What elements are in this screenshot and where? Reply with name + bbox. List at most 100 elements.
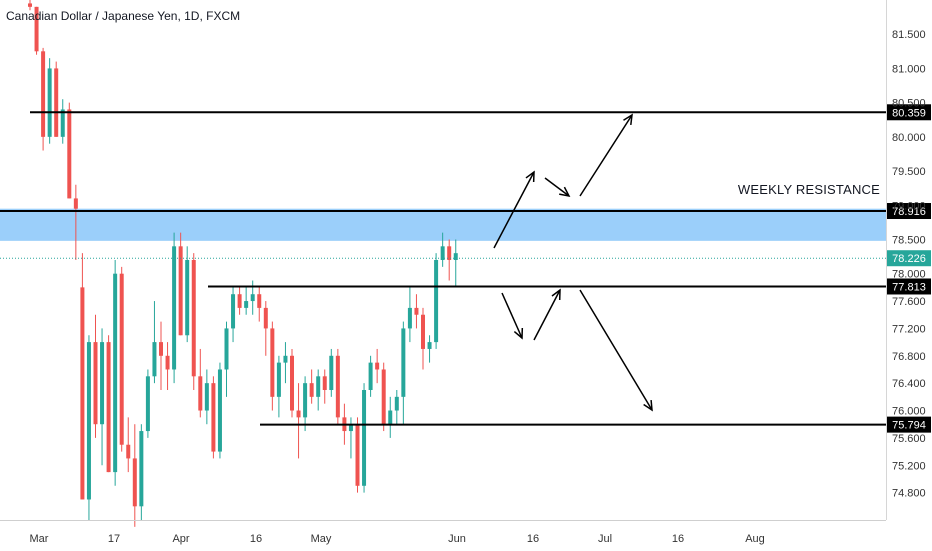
candle-body <box>316 376 321 397</box>
candle-body <box>362 390 367 486</box>
price-scale[interactable] <box>886 0 932 520</box>
time-tick-label: May <box>311 533 332 545</box>
arrow-line <box>493 171 535 249</box>
candle-body <box>67 109 72 199</box>
price-tick-label: 80.500 <box>892 98 926 110</box>
candle-body <box>198 376 203 411</box>
candle-body <box>41 51 46 137</box>
price-tick-label: 75.200 <box>892 460 926 472</box>
candle-body <box>80 287 85 500</box>
candle-body <box>335 355 340 418</box>
time-tick-label: 16 <box>672 533 684 545</box>
level-price-label: 78.916 <box>892 206 926 218</box>
price-tick-label: 78.500 <box>892 234 926 246</box>
candle-body <box>54 68 59 137</box>
candle-body <box>270 328 275 397</box>
candle-body <box>211 383 216 452</box>
current-price-tag <box>887 250 931 267</box>
level-price-tag <box>887 104 931 121</box>
candle-body <box>296 410 301 418</box>
price-axis-ticks: 81.500 81.000 80.500 80.000 79.500 79.000 78.5… <box>892 29 926 499</box>
arrow-head <box>623 113 633 126</box>
arrow-head <box>643 399 653 412</box>
candle-body <box>440 246 445 260</box>
price-tick-label: 78.000 <box>892 269 926 281</box>
candle-body <box>172 246 177 370</box>
level-price-label: 80.359 <box>892 107 926 119</box>
candle-body <box>231 294 236 329</box>
candle-body <box>93 342 98 425</box>
arrow-line <box>544 177 570 197</box>
candle-body <box>263 307 268 329</box>
candle-body <box>119 273 124 445</box>
arrow-line <box>533 289 561 341</box>
arrow-head <box>559 186 571 198</box>
price-tick-label: 74.800 <box>892 488 926 500</box>
time-tick-label: Jun <box>448 533 466 545</box>
candle-body <box>178 246 183 336</box>
candle-body <box>447 246 452 260</box>
candle-body <box>152 342 157 377</box>
candle-body <box>388 410 393 425</box>
candle-body <box>368 362 373 390</box>
price-tick-label: 79.500 <box>892 166 926 178</box>
projection-arrows <box>493 113 653 412</box>
weekly-resistance-label: WEEKLY RESISTANCE <box>737 182 880 197</box>
candle-body <box>401 328 406 397</box>
candle-body <box>60 109 65 137</box>
candle-body <box>159 342 163 356</box>
level-price-tag <box>887 203 931 220</box>
time-tick-label: Apr <box>172 533 189 545</box>
price-tick-label: 79.000 <box>892 200 926 212</box>
candle-body <box>132 458 137 507</box>
candle-body <box>224 328 229 370</box>
candle-body <box>113 273 118 473</box>
arrow-head <box>525 170 535 183</box>
level-price-tag <box>887 416 931 433</box>
time-axis-labels: Mar 17 Apr 16 May Jun 16 Jul 16 Aug <box>30 533 765 545</box>
candle-body <box>217 369 222 452</box>
time-tick-label: 16 <box>527 533 539 545</box>
candle-body <box>139 431 144 507</box>
candle-body <box>185 260 190 336</box>
candle-body <box>34 6 39 52</box>
price-labels: 80.359 78.916 77.813 75.794 78.226 <box>887 104 931 433</box>
candle-body <box>244 301 249 308</box>
current-price-label: 78.226 <box>892 253 926 265</box>
arrow-head <box>513 327 524 340</box>
price-tick-label: 76.400 <box>892 378 926 390</box>
price-tick-label: 75.600 <box>892 433 926 445</box>
candle-body <box>329 355 334 390</box>
candle-body <box>394 396 399 411</box>
level-price-label: 77.813 <box>892 281 926 293</box>
candle-body <box>303 383 308 418</box>
time-scale[interactable] <box>0 520 886 551</box>
candle-body <box>86 342 91 500</box>
price-tick-label: 77.600 <box>892 296 926 308</box>
arrow-head <box>551 288 561 301</box>
arrow-line <box>579 289 653 411</box>
arrow-line <box>579 114 633 197</box>
chart-title: Canadian Dollar / Japanese Yen, 1D, FXCM <box>6 9 241 23</box>
candle-body <box>73 198 78 209</box>
price-tick-label: 81.000 <box>892 63 926 75</box>
candle-body <box>100 342 105 425</box>
candle-body <box>257 294 262 308</box>
candle-body <box>106 342 111 473</box>
candle-body <box>145 376 150 432</box>
arrow-line <box>501 292 523 339</box>
candle-body <box>290 355 294 411</box>
time-tick-label: Aug <box>745 533 765 545</box>
time-tick-label: 17 <box>108 533 120 545</box>
candle-body <box>47 68 52 137</box>
time-tick-label: Mar <box>30 533 49 545</box>
candle-body <box>237 294 242 308</box>
time-tick-label: 16 <box>250 533 262 545</box>
candle-body <box>434 260 439 343</box>
price-tick-label: 77.200 <box>892 323 926 335</box>
candle-body <box>276 362 281 397</box>
candle-body <box>126 444 131 459</box>
price-tick-label: 76.000 <box>892 406 926 418</box>
